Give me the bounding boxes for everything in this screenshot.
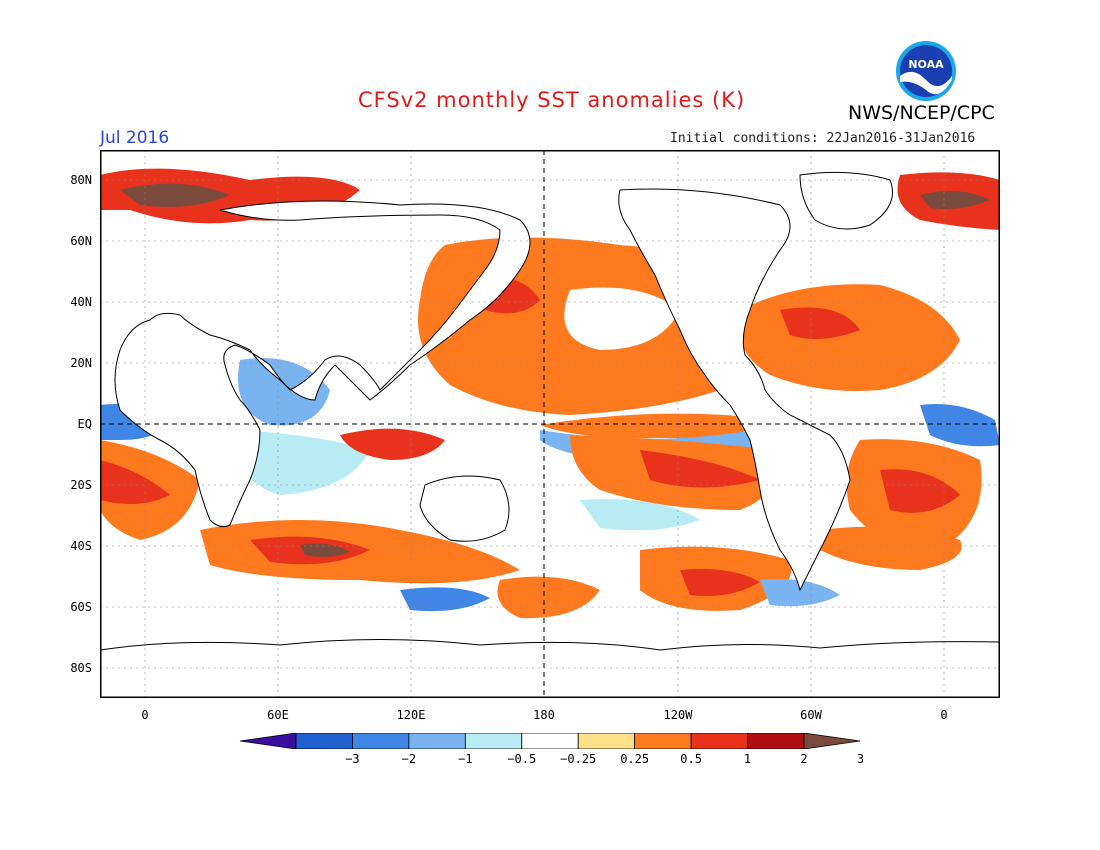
noaa-logo: NOAA (896, 41, 956, 101)
colorbar-segment (521, 733, 579, 749)
lon-label-0-west: 0 (141, 708, 149, 722)
colorbar-tick-label: 3 (856, 752, 865, 766)
colorbar-tick-label: 0.25 (620, 752, 650, 766)
colorbar-segment (352, 733, 410, 749)
colorbar-tick-label: 2 (800, 752, 808, 766)
colorbar-tick-label: 0.5 (680, 752, 702, 766)
land-outlines (100, 171, 1000, 698)
colorbar-tick-label: −0.25 (560, 752, 597, 766)
lat-label-eq: EQ (77, 417, 92, 431)
lat-label-40n: 40N (70, 295, 92, 309)
lat-label-20s: 20S (70, 478, 92, 492)
lat-label-20n: 20N (70, 356, 92, 370)
map-title: CFSv2 monthly SST anomalies (K) (358, 88, 746, 112)
colorbar-segment (690, 733, 748, 749)
lon-label-180: 180 (533, 708, 555, 722)
lat-label-60n: 60N (70, 234, 92, 248)
month-label: Jul 2016 (100, 128, 170, 148)
colorbar-segment (577, 733, 636, 749)
colorbar-segment (295, 733, 353, 749)
lon-label-60w: 60W (800, 708, 822, 722)
map-frame (100, 150, 1000, 698)
lon-label-120w: 120W (663, 708, 693, 722)
colorbar-arrow-high (803, 733, 860, 749)
colorbar-segment (747, 733, 805, 749)
colorbar-tick-label: −2 (401, 752, 417, 766)
noaa-logo-text: NOAA (908, 58, 944, 71)
lat-label-60s: 60S (70, 600, 92, 614)
graticule (100, 150, 1000, 698)
lon-label-0-east: 0 (940, 708, 948, 722)
lat-label-40s: 40S (70, 539, 92, 553)
lat-label-80n: 80N (70, 173, 92, 187)
colorbar-segment (408, 733, 466, 749)
colorbar-arrow-low (240, 733, 297, 749)
colorbar (240, 733, 860, 749)
lat-label-80s: 80S (70, 661, 92, 675)
initial-conditions: Initial conditions: 22Jan2016-31Jan2016 (670, 131, 976, 146)
lon-label-60e: 60E (267, 708, 289, 722)
colorbar-tick-label: −3 (345, 752, 360, 766)
colorbar-tick-label: 1 (743, 752, 752, 766)
sst-anomaly-map (100, 150, 1000, 698)
lon-label-120e: 120E (396, 708, 426, 722)
colorbar-segment (464, 733, 523, 749)
colorbar-tick-label: −1 (458, 752, 473, 766)
colorbar-segment (634, 733, 692, 749)
colorbar-tick-label: −0.5 (507, 752, 537, 766)
org-label: NWS/NCEP/CPC (848, 102, 995, 124)
